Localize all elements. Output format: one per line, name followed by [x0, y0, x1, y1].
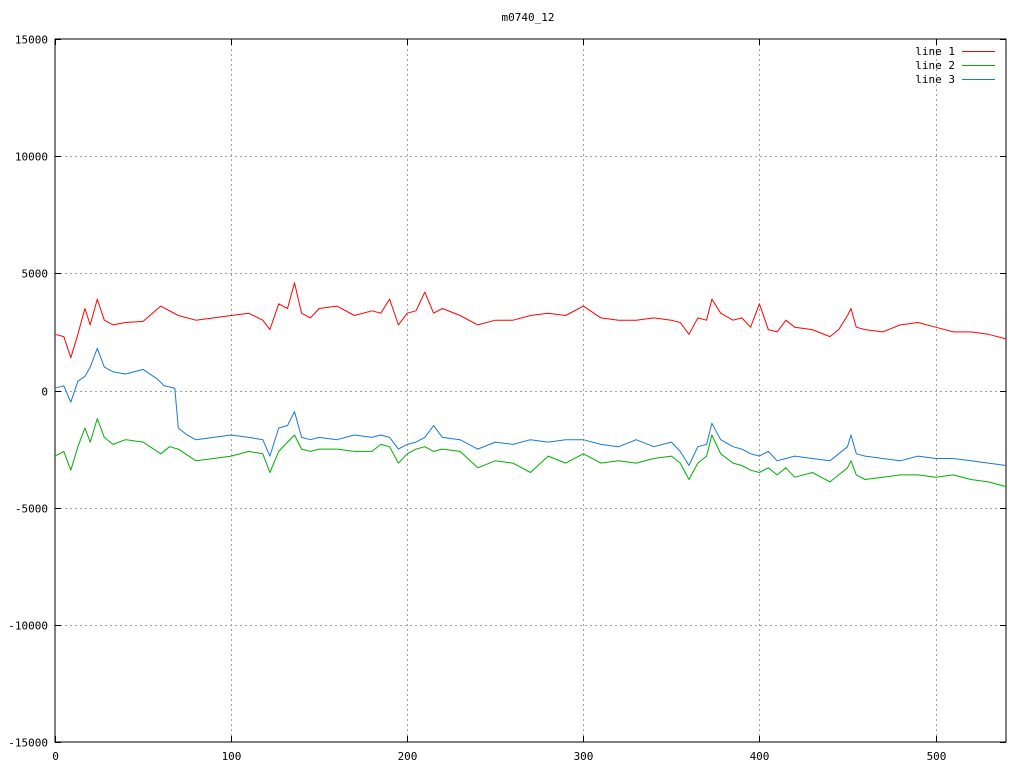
y-tick-label: -15000 [8, 737, 48, 750]
x-tick-label: 0 [52, 750, 59, 763]
legend-label: line 3 [915, 73, 955, 86]
plot-area-border [54, 38, 1007, 743]
x-tick-label: 300 [574, 750, 594, 763]
series-line-3 [54, 347, 1007, 466]
x-tick-label: 400 [750, 750, 770, 763]
x-tick-label: 500 [927, 750, 947, 763]
y-tick-label: 0 [41, 386, 48, 399]
grid [55, 39, 1006, 742]
legend-label: line 2 [915, 59, 955, 72]
y-tick-label: 15000 [15, 34, 48, 47]
y-tick-label: -10000 [8, 620, 48, 633]
series-line-1 [54, 282, 1007, 359]
chart-title: m0740_12 [502, 11, 555, 24]
y-tick-label: 5000 [22, 268, 49, 281]
y-tick-label: 10000 [15, 151, 48, 164]
legend-label: line 1 [915, 45, 955, 58]
y-tick-label: -5000 [15, 503, 48, 516]
axis-ticks: -15000 -10000 -5000 0 5000 10000 15000 0 100 200 3… [8, 34, 1006, 763]
x-tick-label: 100 [222, 750, 242, 763]
series-line-2 [54, 418, 1007, 488]
x-tick-label: 200 [398, 750, 418, 763]
series-lines [54, 282, 1007, 488]
